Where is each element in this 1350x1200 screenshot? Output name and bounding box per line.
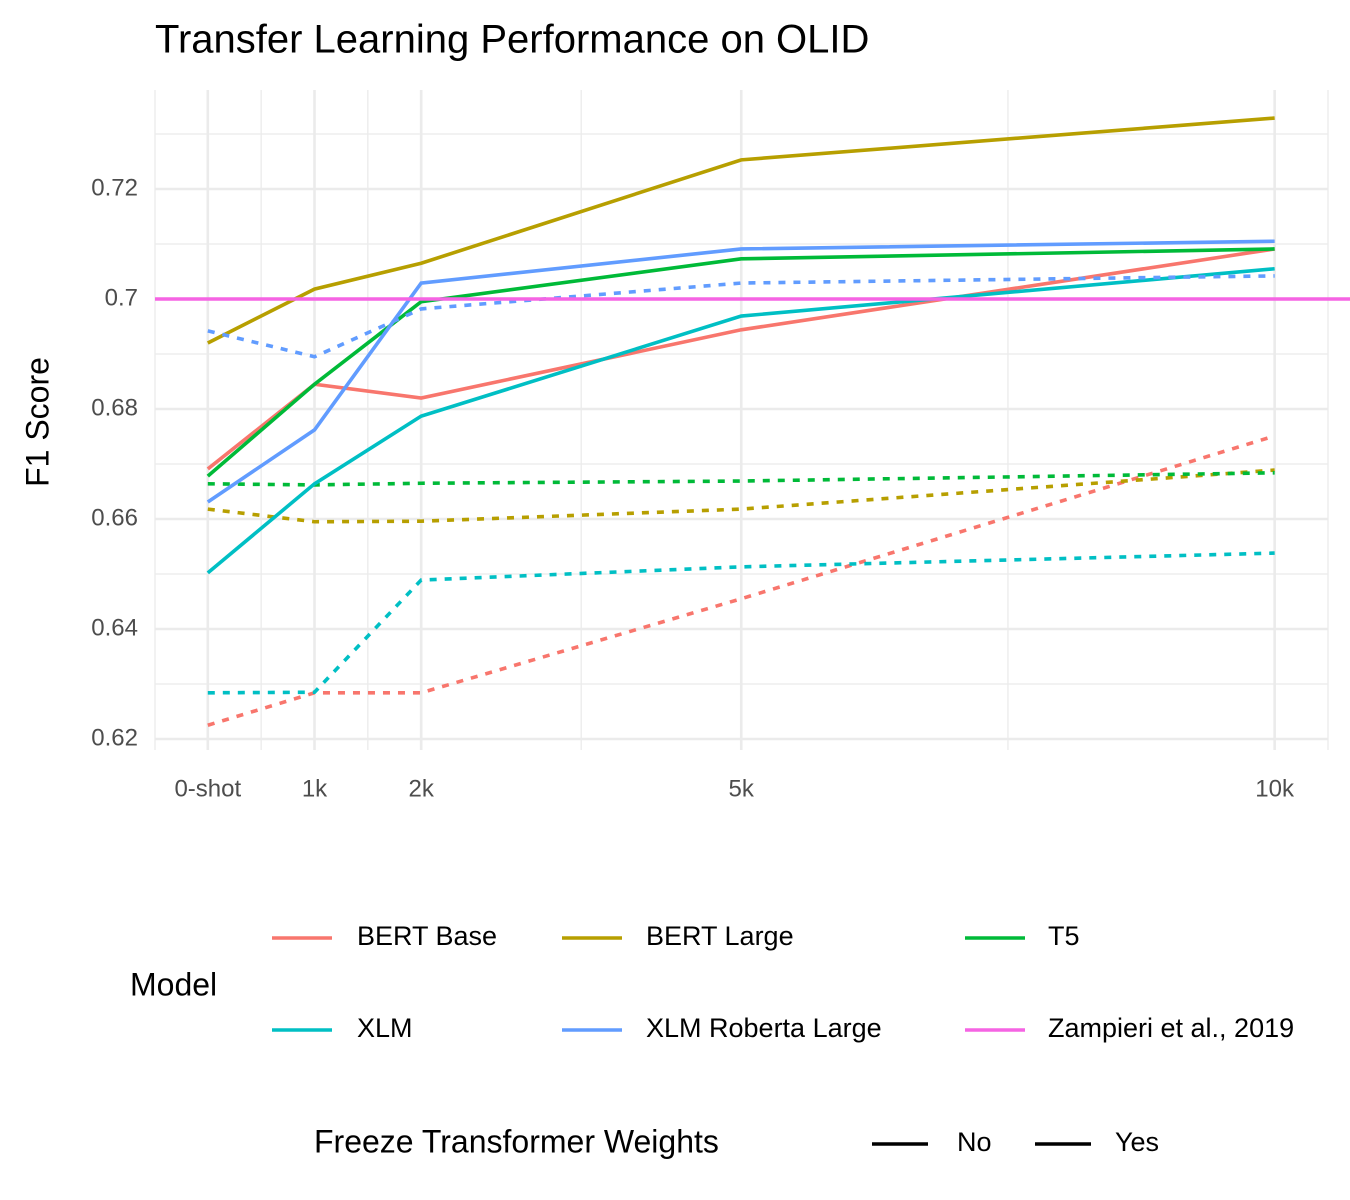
y-tick-label: 0.66 [91, 504, 138, 531]
x-tick-label: 10k [1255, 775, 1295, 802]
data-line [206, 247, 1275, 471]
legend-label: No [957, 1127, 992, 1157]
y-tick-label: 0.62 [91, 724, 138, 751]
legend-label: BERT Large [646, 921, 794, 951]
y-tick-label: 0.68 [91, 394, 138, 421]
data-line [207, 551, 1275, 695]
data-line [207, 471, 1275, 487]
legend-label: Zampieri et al., 2019 [1048, 1013, 1294, 1043]
data-line [206, 247, 1275, 478]
data-line [207, 434, 1276, 727]
legend-label: Yes [1115, 1127, 1159, 1157]
x-tick-label: 0-shot [174, 775, 241, 802]
y-tick-label: 0.64 [91, 614, 138, 641]
legend-label: XLM Roberta Large [646, 1013, 882, 1043]
legend-label: T5 [1048, 921, 1080, 951]
y-tick-label: 0.72 [91, 174, 138, 201]
chart-title: Transfer Learning Performance on OLID [155, 18, 869, 62]
data-line [207, 274, 1275, 359]
x-tick-label: 5k [729, 775, 755, 802]
y-tick-label: 0.7 [105, 284, 138, 311]
x-tick-label: 1k [302, 775, 328, 802]
data-line [206, 239, 1275, 504]
legend-title: Freeze Transformer Weights [314, 1123, 719, 1159]
data-line [206, 116, 1275, 345]
legend-label: XLM [357, 1013, 413, 1043]
legend-title: Model [130, 966, 217, 1002]
data-line [207, 468, 1275, 524]
legend-label: BERT Base [357, 921, 497, 951]
y-axis-label: F1 Score [19, 357, 55, 487]
x-tick-label: 2k [408, 775, 434, 802]
